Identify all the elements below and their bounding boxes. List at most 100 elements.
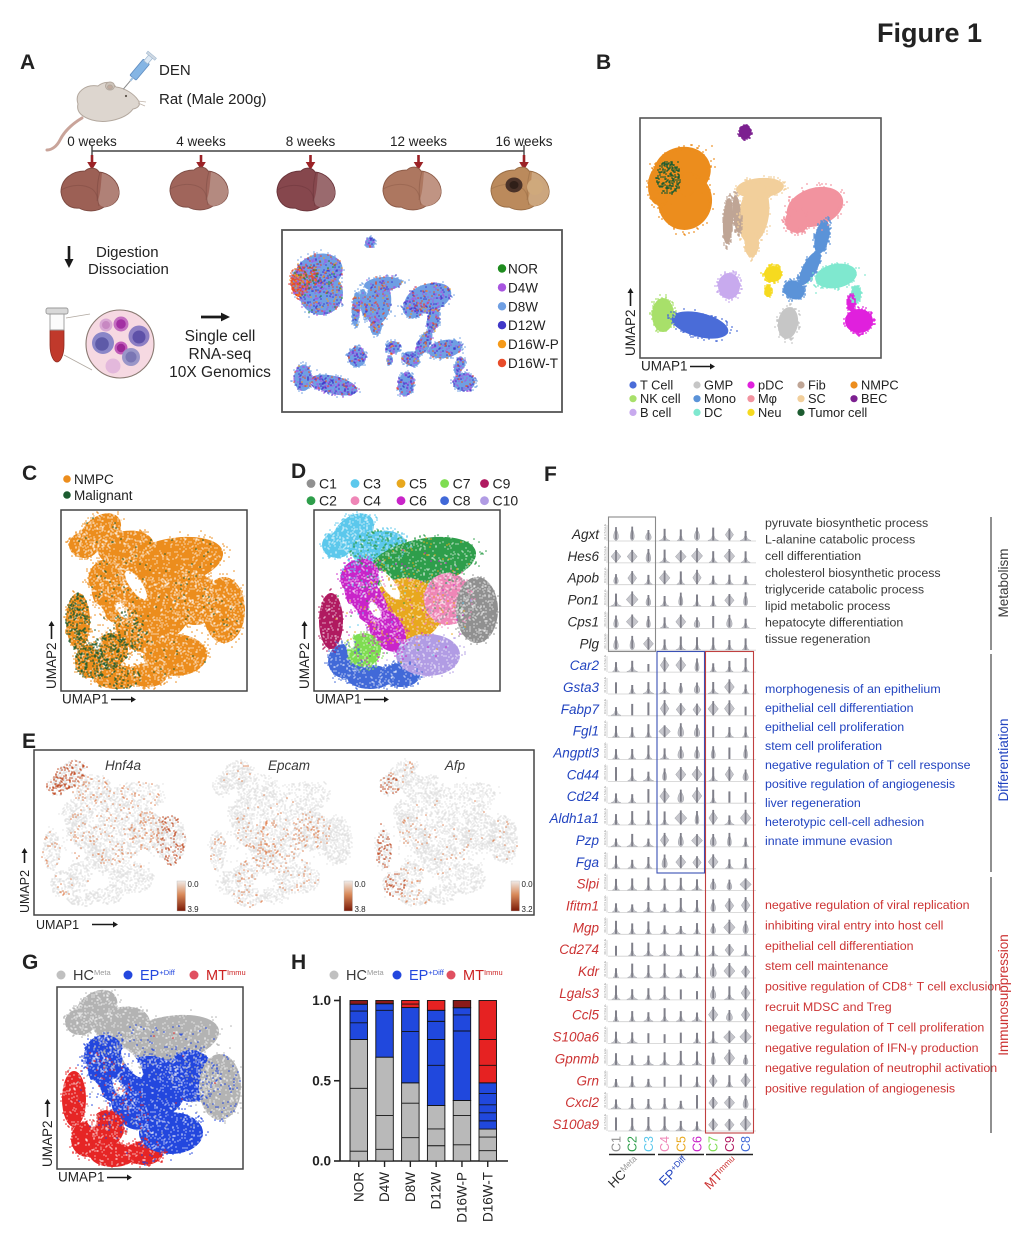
svg-text:4: 4 [604, 961, 606, 965]
svg-text:2: 2 [604, 967, 606, 971]
svg-text:D16W-P: D16W-P [508, 337, 559, 352]
svg-text:UMAP2: UMAP2 [40, 1120, 55, 1167]
svg-text:stem cell maintenance: stem cell maintenance [765, 959, 888, 973]
svg-text:0.0: 0.0 [355, 880, 367, 889]
svg-text:negative regulation of T cell: negative regulation of T cell response [765, 758, 971, 772]
svg-text:S100a9: S100a9 [552, 1117, 599, 1132]
svg-text:Hnf4a: Hnf4a [105, 758, 142, 773]
svg-text:Epcam: Epcam [268, 758, 310, 773]
svg-text:UMAP1: UMAP1 [641, 359, 688, 374]
svg-text:4: 4 [604, 676, 606, 680]
svg-text:2: 2 [604, 1120, 606, 1124]
svg-text:C6: C6 [691, 1136, 705, 1152]
svg-text:C2: C2 [626, 1136, 640, 1152]
svg-text:2: 2 [604, 814, 606, 818]
svg-text:4: 4 [604, 655, 606, 659]
svg-text:Apob: Apob [566, 571, 599, 586]
svg-text:1: 1 [604, 861, 606, 865]
svg-text:RNA-seq: RNA-seq [189, 346, 252, 363]
svg-text:0.0: 0.0 [312, 1154, 331, 1169]
svg-text:2: 2 [604, 661, 606, 665]
svg-text:C2: C2 [319, 493, 337, 509]
svg-text:0: 0 [604, 580, 606, 584]
svg-text:cholesterol biosynthetic proce: cholesterol biosynthetic process [765, 566, 941, 580]
svg-text:negative regulation of neutrop: negative regulation of neutrophil activa… [765, 1061, 997, 1075]
svg-text:Ccl5: Ccl5 [572, 1008, 599, 1023]
svg-text:Kdr: Kdr [578, 964, 600, 979]
svg-text:0: 0 [604, 995, 606, 999]
svg-text:1: 1 [604, 839, 606, 843]
svg-text:4: 4 [604, 764, 606, 768]
svg-text:UMAP1: UMAP1 [62, 692, 109, 707]
svg-text:0: 0 [604, 667, 606, 671]
svg-text:0: 0 [604, 711, 606, 715]
svg-text:1: 1 [604, 883, 606, 887]
svg-text:UMAP1: UMAP1 [58, 1170, 105, 1185]
svg-text:Fga: Fga [576, 855, 600, 870]
svg-text:2: 2 [604, 945, 606, 949]
svg-text:0: 0 [604, 973, 606, 977]
svg-text:3: 3 [604, 680, 606, 684]
svg-text:4: 4 [604, 829, 606, 833]
svg-text:hepatocyte differentiation: hepatocyte differentiation [765, 616, 903, 630]
svg-text:3: 3 [604, 1051, 606, 1055]
svg-text:UMAP2: UMAP2 [18, 870, 32, 913]
svg-text:B: B [596, 51, 611, 74]
svg-text:1: 1 [604, 948, 606, 952]
svg-text:Lgals3: Lgals3 [559, 986, 599, 1001]
svg-text:2: 2 [604, 792, 606, 796]
svg-text:3: 3 [604, 964, 606, 968]
svg-text:C7: C7 [453, 476, 471, 492]
svg-text:D: D [291, 460, 306, 483]
svg-text:2: 2 [604, 858, 606, 862]
svg-text:stem cell proliferation: stem cell proliferation [765, 739, 882, 753]
svg-text:3: 3 [604, 636, 606, 640]
svg-text:1: 1 [604, 599, 606, 603]
svg-text:Agxt: Agxt [571, 527, 600, 542]
svg-text:BEC: BEC [861, 391, 887, 406]
svg-text:3: 3 [604, 723, 606, 727]
svg-text:1: 1 [604, 1101, 606, 1105]
svg-text:Aldh1a1: Aldh1a1 [548, 811, 599, 826]
svg-text:2: 2 [604, 1032, 606, 1036]
svg-text:1: 1 [604, 642, 606, 646]
svg-text:Hes6: Hes6 [567, 549, 599, 564]
svg-text:0.5: 0.5 [312, 1073, 331, 1088]
svg-text:Cd44: Cd44 [567, 767, 599, 782]
svg-text:Fgl1: Fgl1 [573, 724, 599, 739]
svg-text:0: 0 [604, 1039, 606, 1043]
svg-text:0.0: 0.0 [188, 880, 200, 889]
svg-text:Cd24: Cd24 [567, 789, 599, 804]
svg-text:D8W: D8W [508, 299, 538, 314]
svg-text:epithelial cell differentiatio: epithelial cell differentiation [765, 939, 914, 953]
svg-text:1: 1 [604, 1123, 606, 1127]
svg-text:NMPC: NMPC [74, 472, 114, 487]
svg-text:3: 3 [604, 1007, 606, 1011]
svg-text:4: 4 [604, 982, 606, 986]
svg-text:4: 4 [604, 895, 606, 899]
svg-text:3: 3 [604, 898, 606, 902]
svg-text:2: 2 [604, 727, 606, 731]
svg-text:D16W-T: D16W-T [508, 356, 558, 371]
svg-text:3: 3 [604, 1073, 606, 1077]
svg-text:1: 1 [604, 773, 606, 777]
svg-text:2: 2 [604, 639, 606, 643]
svg-text:NOR: NOR [508, 262, 538, 277]
svg-text:1: 1 [604, 795, 606, 799]
svg-text:Car2: Car2 [570, 658, 600, 673]
svg-text:2: 2 [604, 748, 606, 752]
svg-text:3.8: 3.8 [355, 905, 367, 914]
svg-text:0: 0 [604, 908, 606, 912]
svg-text:4: 4 [604, 873, 606, 877]
svg-text:Plg: Plg [579, 636, 599, 651]
svg-text:C5: C5 [674, 1136, 688, 1152]
svg-text:3: 3 [604, 570, 606, 574]
svg-text:2: 2 [604, 880, 606, 884]
svg-text:C10: C10 [493, 493, 519, 509]
svg-text:2: 2 [604, 530, 606, 534]
svg-text:4: 4 [604, 720, 606, 724]
svg-text:4: 4 [604, 589, 606, 593]
svg-text:16 weeks: 16 weeks [495, 134, 552, 149]
svg-text:0: 0 [604, 558, 606, 562]
svg-text:lipid metabolic process: lipid metabolic process [765, 599, 890, 613]
